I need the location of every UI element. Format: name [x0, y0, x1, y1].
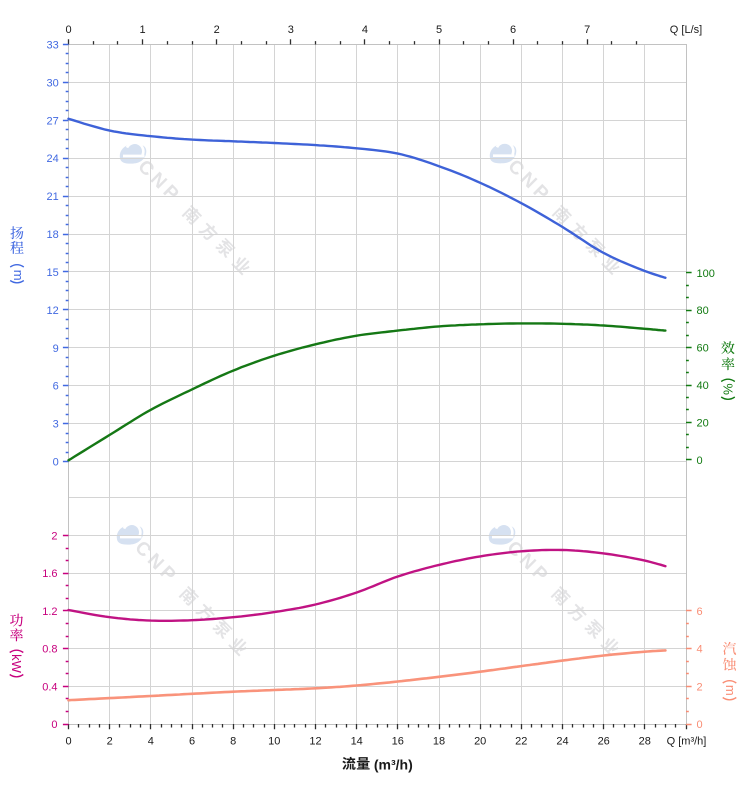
svg-text:12: 12	[47, 305, 59, 317]
svg-text:40: 40	[697, 380, 709, 392]
svg-text:28: 28	[639, 736, 651, 748]
svg-text:6: 6	[697, 606, 703, 618]
svg-text:21: 21	[47, 191, 59, 203]
svg-text:2: 2	[697, 681, 703, 693]
svg-text:0: 0	[697, 719, 703, 731]
svg-text:0: 0	[53, 457, 59, 469]
svg-text:6: 6	[53, 381, 59, 393]
svg-text:1.6: 1.6	[42, 568, 57, 580]
svg-text:0.8: 0.8	[42, 644, 57, 656]
svg-text:24: 24	[556, 736, 568, 748]
svg-text:4: 4	[148, 736, 154, 748]
svg-text:20: 20	[474, 736, 486, 748]
svg-text:33: 33	[47, 40, 59, 52]
svg-text:30: 30	[47, 77, 59, 89]
svg-text:2: 2	[51, 531, 57, 543]
svg-text:0.4: 0.4	[42, 681, 57, 693]
svg-text:18: 18	[47, 229, 59, 241]
svg-text:1: 1	[140, 24, 146, 36]
svg-text:6: 6	[189, 736, 195, 748]
svg-text:2: 2	[107, 736, 113, 748]
svg-text:3: 3	[288, 24, 294, 36]
svg-text:20: 20	[697, 417, 709, 429]
svg-text:6: 6	[510, 24, 516, 36]
svg-text:0: 0	[65, 24, 71, 36]
svg-text:3: 3	[53, 419, 59, 431]
svg-text:7: 7	[584, 24, 590, 36]
svg-text:22: 22	[515, 736, 527, 748]
svg-text:%: %	[720, 383, 735, 395]
svg-text:100: 100	[697, 268, 715, 280]
svg-text:1.2: 1.2	[42, 606, 57, 618]
svg-text:9: 9	[53, 343, 59, 355]
svg-text:Q [L/s]: Q [L/s]	[670, 24, 702, 36]
svg-text:12: 12	[309, 736, 321, 748]
svg-text:0: 0	[65, 736, 71, 748]
svg-text:27: 27	[47, 115, 59, 127]
svg-text:80: 80	[697, 305, 709, 317]
svg-text:5: 5	[436, 24, 442, 36]
svg-text:15: 15	[47, 267, 59, 279]
svg-text:0: 0	[51, 719, 57, 731]
svg-text:14: 14	[351, 736, 363, 748]
svg-text:16: 16	[392, 736, 404, 748]
svg-text:m: m	[723, 685, 738, 696]
svg-text:24: 24	[47, 153, 59, 165]
svg-text:(m³/h): (m³/h)	[374, 756, 413, 772]
svg-text:26: 26	[598, 736, 610, 748]
svg-text:Q [m³/h]: Q [m³/h]	[667, 736, 707, 748]
svg-text:10: 10	[268, 736, 280, 748]
svg-text:4: 4	[362, 24, 368, 36]
svg-text:2: 2	[214, 24, 220, 36]
svg-text:60: 60	[697, 343, 709, 355]
svg-text:m: m	[11, 270, 26, 281]
svg-text:kW: kW	[9, 654, 24, 674]
svg-text:4: 4	[697, 644, 703, 656]
svg-text:18: 18	[433, 736, 445, 748]
svg-text:0: 0	[697, 455, 703, 467]
svg-text:8: 8	[230, 736, 236, 748]
